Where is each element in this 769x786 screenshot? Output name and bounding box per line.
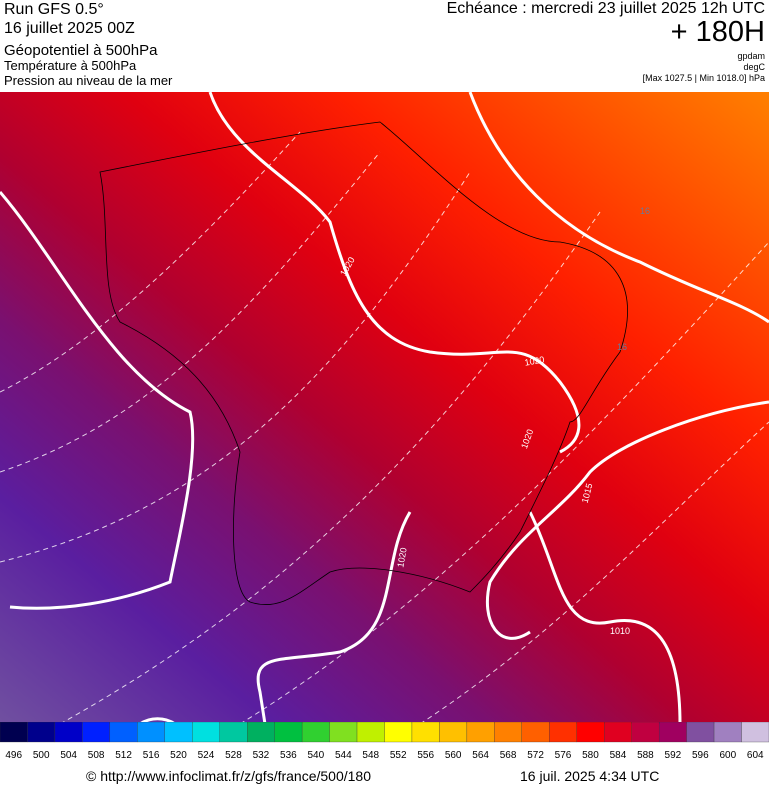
colorbar-cell <box>27 722 56 743</box>
field: Pression au niveau de la mer <box>4 73 173 88</box>
borders <box>99 121 628 606</box>
colorbar-cell <box>219 722 248 743</box>
colorbar-cell <box>356 722 385 743</box>
contour-label: 1020 <box>524 354 545 367</box>
colorbar-label: 512 <box>115 750 132 761</box>
colorbar-label: 552 <box>390 750 407 761</box>
unit: gpdam <box>737 51 765 61</box>
colorbar-cell <box>741 722 769 743</box>
geopotential-contours <box>0 131 769 724</box>
colorbar-cell <box>576 722 605 743</box>
colorbar-cell <box>494 722 522 743</box>
colorbar-cell <box>54 722 83 743</box>
colorbar-cell <box>247 722 275 743</box>
contour-label: 1020 <box>395 547 408 568</box>
colorbar-cell <box>466 722 495 743</box>
colorbar-cell <box>137 722 165 743</box>
contour-label: 1010 <box>610 626 630 636</box>
colorbar-label: 516 <box>143 750 160 761</box>
colorbar-cell <box>384 722 413 743</box>
colorbar-cell <box>439 722 468 743</box>
field: Géopotentiel à 500hPa <box>4 42 158 59</box>
colorbar-label: 580 <box>582 750 599 761</box>
colorbar-cell <box>192 722 220 743</box>
colorbar-label: 524 <box>198 750 215 761</box>
colorbar-cell <box>274 722 303 743</box>
colorbar-label: 588 <box>637 750 654 761</box>
colorbar-label: 584 <box>610 750 627 761</box>
colorbar-label: 500 <box>33 750 50 761</box>
colorbar-label: 548 <box>362 750 379 761</box>
colorbar-cell <box>658 722 687 743</box>
valid-time: Echéance : mercredi 23 juillet 2025 12h … <box>446 0 765 17</box>
colorbar-cell <box>713 722 742 743</box>
colorbar-label: 532 <box>253 750 270 761</box>
colorbar-label: 540 <box>307 750 324 761</box>
run: Run GFS 0.5° <box>4 1 104 18</box>
colorbar-label: 568 <box>500 750 517 761</box>
colorbar-label: 504 <box>60 750 77 761</box>
generated: 16 juil. 2025 4:34 UTC <box>520 768 660 784</box>
colorbar-label: 592 <box>665 750 682 761</box>
unit: [Max 1027.5 | Min 1018.0] hPa <box>642 73 765 83</box>
colorbar-cell <box>604 722 632 743</box>
colorbar-label: 572 <box>527 750 544 761</box>
colorbar-label: 520 <box>170 750 187 761</box>
colorbar-cell <box>0 722 28 743</box>
colorbar-label: 576 <box>555 750 572 761</box>
colorbar-label: 496 <box>5 750 22 761</box>
source: © http://www.infoclimat.fr/z/gfs/france/… <box>86 768 371 784</box>
field: Température à 500hPa <box>4 58 137 73</box>
colorbar-cell <box>411 722 440 743</box>
colorbar: 496 500 504 508 512 516 520 524 528 532 536 540 544 5… <box>0 722 769 761</box>
colorbar-cell <box>164 722 193 743</box>
colorbar-cell <box>549 722 577 743</box>
colorbar-label: 544 <box>335 750 352 761</box>
unit: degC <box>743 62 765 72</box>
temperature-field <box>0 92 769 724</box>
colorbar-label: 564 <box>472 750 489 761</box>
colorbar-cell <box>631 722 660 743</box>
colorbar-cell <box>82 722 111 743</box>
colorbar-cell <box>329 722 358 743</box>
colorbar-cell <box>521 722 550 743</box>
colorbar-cell <box>301 722 330 743</box>
colorbar-label: 508 <box>88 750 105 761</box>
colorbar-label: 536 <box>280 750 297 761</box>
colorbar-label: 560 <box>445 750 462 761</box>
colorbar-label: 600 <box>719 750 736 761</box>
colorbar-label: 596 <box>692 750 709 761</box>
colorbar-cell <box>686 722 715 743</box>
contour-label: 16 <box>640 206 650 216</box>
pressure-contours <box>0 92 769 724</box>
lead-time: + 180H <box>670 16 765 48</box>
colorbar-cell <box>109 722 138 743</box>
colorbar-label: 528 <box>225 750 242 761</box>
colorbar-label: 556 <box>417 750 434 761</box>
run-date: 16 juillet 2025 00Z <box>4 20 135 37</box>
contour-label: 16 <box>617 342 627 352</box>
colorbar-label: 604 <box>747 750 764 761</box>
